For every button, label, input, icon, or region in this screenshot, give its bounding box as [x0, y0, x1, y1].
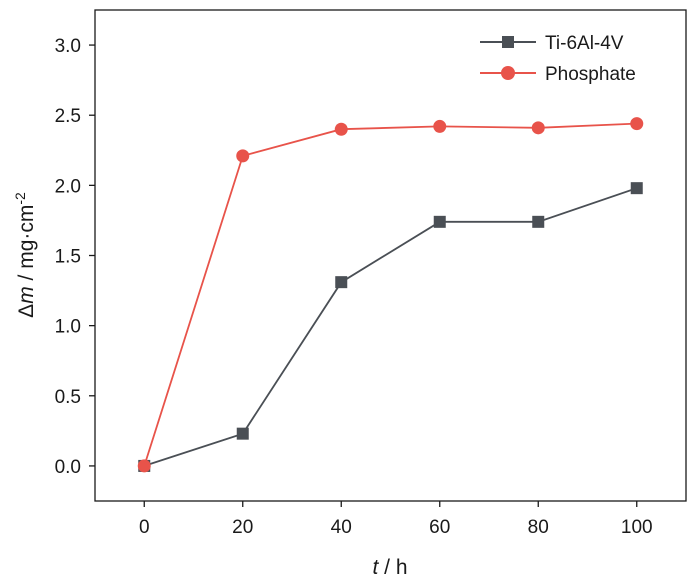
point-ti-6al-4v [236, 427, 249, 440]
x-axis-title: t / h [372, 556, 407, 579]
point-phosphate [433, 119, 447, 133]
y-axis-title-delta: Δ [15, 304, 38, 318]
y-axis-title-italic: m [15, 286, 38, 304]
series-layer [137, 117, 644, 473]
point-ti-6al-4v [433, 215, 446, 228]
point-phosphate [630, 117, 644, 131]
x-axis-title-unit: / h [378, 556, 407, 579]
point-phosphate [531, 121, 545, 135]
y-tick-label: 0.5 [55, 387, 81, 408]
y-tick-label: 2.5 [55, 106, 81, 127]
y-tick-label: 1.5 [55, 247, 81, 268]
y-tick-label: 1.0 [55, 317, 81, 338]
y-tick-label: 0.0 [55, 457, 81, 478]
x-tick-label: 100 [621, 517, 653, 538]
point-ti-6al-4v [630, 182, 643, 195]
series-line-phosphate [143, 122, 637, 467]
legend-label-ti64: Ti-6Al-4V [545, 33, 624, 54]
legend-label-phosphate: Phosphate [545, 64, 636, 85]
x-tick-label: 0 [139, 517, 150, 538]
y-axis-title-unit: / mg·cm [15, 205, 38, 287]
x-tick-label: 40 [331, 517, 352, 538]
x-axis-title-italic: t [372, 556, 379, 579]
series-line-ti-6al-4v [144, 187, 638, 467]
point-ti-6al-4v [335, 276, 348, 289]
y-axis-title: Δm / mg·cm-2 [12, 192, 38, 318]
y-axis-title-sup: -2 [12, 192, 28, 205]
y-tick-label: 2.0 [55, 176, 81, 197]
point-ti-6al-4v [532, 215, 545, 228]
point-phosphate [236, 149, 250, 163]
x-tick-label: 20 [232, 517, 253, 538]
x-tick-label: 60 [429, 517, 450, 538]
y-tick-label: 3.0 [55, 36, 81, 57]
x-axis: 0 20 40 60 80 100 [139, 501, 653, 538]
x-tick-label: 80 [528, 517, 549, 538]
y-axis: 0.0 0.5 1.0 1.5 2.0 2.5 3.0 [55, 36, 95, 478]
legend: Ti-6Al-4V Phosphate [480, 33, 636, 85]
legend-marker-phosphate [501, 66, 515, 80]
legend-marker-ti64 [502, 36, 514, 48]
point-phosphate [334, 122, 348, 136]
point-phosphate [137, 459, 151, 473]
